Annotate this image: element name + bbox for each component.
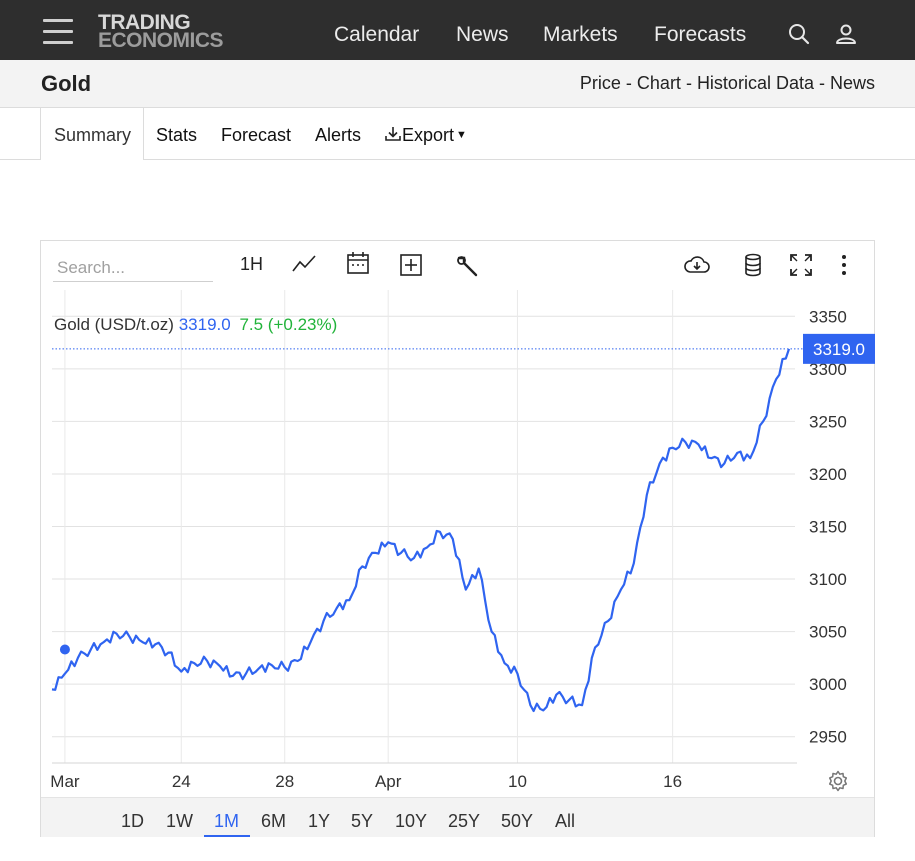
logo-line1: TRADING — [98, 11, 191, 34]
y-tick-label: 3350 — [809, 307, 847, 326]
line-chart-icon[interactable] — [292, 253, 316, 275]
range-1y[interactable]: 1Y — [308, 811, 331, 831]
logo[interactable]: TRADING ECONOMICS — [98, 11, 224, 52]
breadcrumb-price[interactable]: Price — [579, 73, 621, 93]
x-tick-label: Apr — [375, 772, 402, 791]
chart-search-input[interactable] — [53, 254, 213, 282]
more-icon[interactable] — [840, 253, 848, 277]
breadcrumb: Price - Chart - Historical Data - News — [580, 73, 875, 94]
legend-name: Gold (USD/t.oz) — [54, 315, 174, 334]
nav-markets[interactable]: Markets — [543, 23, 618, 46]
tab-export-label: Export — [402, 125, 455, 145]
menu-icon[interactable] — [43, 19, 73, 45]
x-tick-label: 16 — [663, 772, 682, 791]
tab-export[interactable]: Export ▼ — [384, 125, 467, 146]
y-tick-label: 2950 — [809, 728, 847, 747]
range-1w[interactable]: 1W — [166, 811, 193, 831]
x-tick-label: Mar — [50, 772, 80, 791]
range-1m[interactable]: 1M — [214, 811, 240, 831]
tab-summary[interactable]: Summary — [54, 125, 132, 145]
chart-legend: Gold (USD/t.oz) 3319.0 7.5 (+0.23%) — [54, 315, 337, 335]
breadcrumb-sep: - — [620, 73, 637, 93]
nav-news[interactable]: News — [456, 23, 509, 46]
calendar-icon[interactable] — [346, 251, 370, 275]
interval-button[interactable]: 1H — [240, 254, 264, 274]
fullscreen-icon[interactable] — [789, 253, 813, 277]
y-tick-label: 3200 — [809, 465, 847, 484]
caret-down-icon: ▼ — [456, 129, 467, 141]
search-icon[interactable] — [787, 22, 811, 46]
top-navbar — [0, 0, 915, 60]
breadcrumb-sep: - — [680, 73, 697, 93]
range-1d[interactable]: 1D — [121, 811, 145, 831]
tab-active-bg — [40, 108, 144, 160]
database-icon[interactable] — [743, 253, 763, 277]
x-tick-label: 28 — [275, 772, 294, 791]
x-tick-label: 10 — [508, 772, 527, 791]
range-selector — [41, 797, 874, 837]
range-25y[interactable]: 25Y — [448, 811, 481, 831]
tab-stats[interactable]: Stats — [156, 125, 198, 145]
last-value-label: 3319.0 — [813, 340, 865, 359]
range-all[interactable]: All — [555, 811, 576, 831]
range-6m[interactable]: 6M — [261, 811, 287, 831]
breadcrumb-news[interactable]: News — [829, 73, 875, 93]
range-50y[interactable]: 50Y — [501, 811, 534, 831]
chart-container — [40, 240, 875, 837]
wrench-icon[interactable] — [456, 254, 480, 278]
download-small-icon — [385, 127, 401, 141]
tab-alerts[interactable]: Alerts — [315, 125, 362, 145]
nav-forecasts[interactable]: Forecasts — [654, 23, 747, 46]
title-bar — [0, 60, 915, 108]
y-tick-label: 3100 — [809, 570, 847, 589]
nav-calendar[interactable]: Calendar — [334, 23, 420, 46]
page-title: Gold — [41, 71, 92, 96]
range-10y[interactable]: 10Y — [395, 811, 428, 831]
last-value-badge — [803, 333, 875, 364]
range-active-underline — [204, 835, 250, 837]
logo-line2: ECONOMICS — [98, 29, 224, 52]
legend-price: 3319.0 — [178, 315, 231, 334]
series-marker — [59, 644, 70, 655]
breadcrumb-historical-data[interactable]: Historical Data — [696, 73, 814, 93]
y-tick-label: 3300 — [809, 360, 847, 379]
breadcrumb-chart[interactable]: Chart — [636, 73, 681, 93]
gear-icon[interactable] — [827, 770, 849, 792]
add-icon[interactable] — [399, 253, 423, 277]
y-tick-label: 3000 — [809, 675, 847, 694]
download-icon[interactable] — [683, 254, 711, 276]
x-tick-label: 24 — [172, 772, 191, 791]
user-icon[interactable] — [834, 22, 858, 46]
breadcrumb-sep: - — [813, 73, 830, 93]
range-5y[interactable]: 5Y — [351, 811, 374, 831]
y-tick-label: 3150 — [809, 518, 847, 537]
tabs-bar — [0, 108, 915, 160]
y-tick-label: 3050 — [809, 623, 847, 642]
tab-forecast[interactable]: Forecast — [221, 125, 292, 145]
legend-change: 7.5 (+0.23%) — [239, 315, 338, 334]
y-tick-label: 3250 — [809, 412, 847, 431]
series-line — [51, 348, 791, 713]
